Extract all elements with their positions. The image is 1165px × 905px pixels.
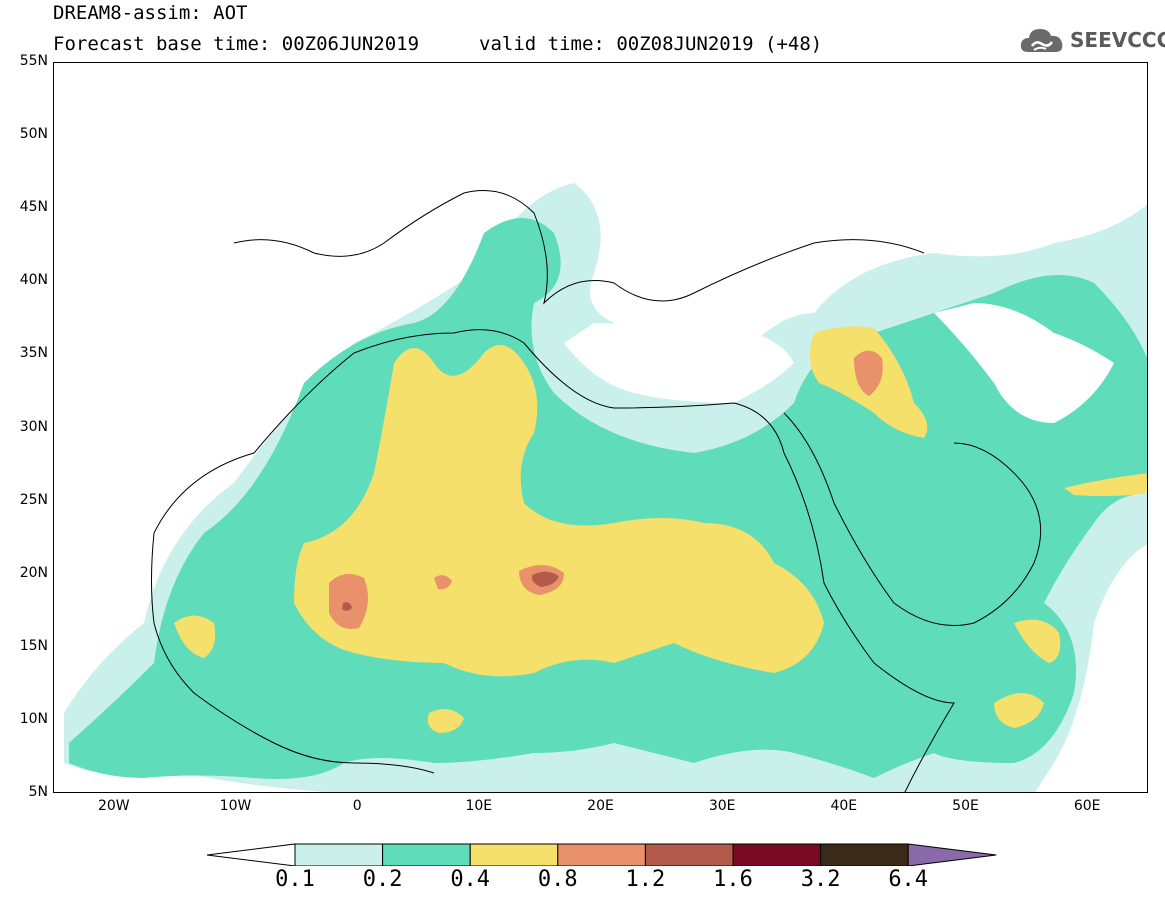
- coastline-europe: [233, 190, 925, 305]
- logo-text: SEEVCCC: [1070, 28, 1165, 52]
- aot-band-0-8-iraq: [854, 350, 883, 396]
- colorbar-label: 6.4: [888, 867, 929, 892]
- aot-band-1-2-chad: [531, 571, 559, 587]
- forecast-times: Forecast base time: 00Z06JUN2019 valid ti…: [53, 34, 822, 55]
- aot-clear-iran: [934, 303, 1114, 423]
- colorbar-segment: [206, 843, 296, 866]
- lat-label: 50N: [19, 126, 48, 143]
- lon-label: 60E: [1073, 798, 1101, 814]
- aot-band-0-8-algeria: [329, 574, 368, 629]
- colorbar-segment: [294, 843, 384, 866]
- colorbar-label: 1.2: [625, 867, 666, 892]
- aot-band-0-4-arabian-sea: [1014, 619, 1061, 663]
- colorbar-segment: [382, 843, 471, 866]
- lat-label: 35N: [19, 345, 48, 362]
- aot-band-0-4-mali: [174, 615, 216, 658]
- aot-contour-map: [64, 183, 1147, 792]
- aot-band-0-4-sahara: [294, 345, 824, 677]
- seevccc-logo: SEEVCCC: [1018, 22, 1165, 58]
- coastline-arabia: [783, 412, 1042, 626]
- aot-map: [53, 62, 1148, 793]
- lat-label: 45N: [19, 199, 48, 216]
- lon-label: 0: [352, 798, 362, 814]
- lon-label: 50E: [952, 798, 979, 814]
- lat-label: 55N: [19, 53, 48, 69]
- aot-band-0-4-nigeria: [427, 709, 464, 733]
- lat-label: 25N: [19, 491, 48, 508]
- colorbar-segment: [469, 843, 559, 866]
- colorbar-segment: [732, 843, 822, 866]
- aot-band-0-8-niger: [434, 575, 452, 590]
- lon-label: 30E: [708, 798, 736, 814]
- colorbar-segment: [557, 843, 646, 866]
- aot-clear-mediterranean: [564, 323, 794, 403]
- lon-label: 20W: [97, 798, 130, 814]
- colorbar-segment: [820, 843, 909, 866]
- colorbar-label: 1.6: [713, 867, 753, 892]
- lat-label: 10N: [19, 710, 48, 727]
- aot-band-0-4-yemen: [994, 693, 1044, 728]
- lon-label: 20E: [587, 798, 614, 814]
- cloud-icon: [1020, 29, 1063, 52]
- colorbar-label: 0.4: [450, 867, 491, 892]
- colorbar: [206, 843, 997, 866]
- valid-time-label: valid time: 00Z08JUN2019 (+48): [479, 33, 823, 55]
- colorbar-label: 0.1: [275, 867, 315, 892]
- base-time-label: Forecast base time: 00Z06JUN2019: [53, 33, 420, 55]
- lon-label: 10E: [465, 798, 493, 814]
- colorbar-segment: [907, 843, 997, 866]
- map-title: DREAM8-assim: AOT: [53, 2, 248, 24]
- lat-label: 15N: [19, 637, 48, 654]
- lat-label: 30N: [19, 418, 48, 435]
- lat-label: 5N: [28, 784, 48, 800]
- colorbar-label: 0.2: [362, 867, 403, 892]
- lat-label: 40N: [19, 272, 48, 289]
- lat-label: 20N: [19, 564, 48, 581]
- coastline-west-africa: [151, 532, 435, 774]
- aot-band-0-4-gulf: [1064, 473, 1147, 497]
- aot-band-1-2-algeria: [342, 602, 352, 611]
- coastline-africa: [153, 329, 955, 792]
- colorbar-segment: [644, 843, 734, 866]
- lon-label: 40E: [830, 798, 858, 814]
- colorbar-label: 0.8: [537, 867, 578, 892]
- colorbar-label: 3.2: [800, 867, 841, 892]
- lon-label: 10W: [219, 798, 252, 814]
